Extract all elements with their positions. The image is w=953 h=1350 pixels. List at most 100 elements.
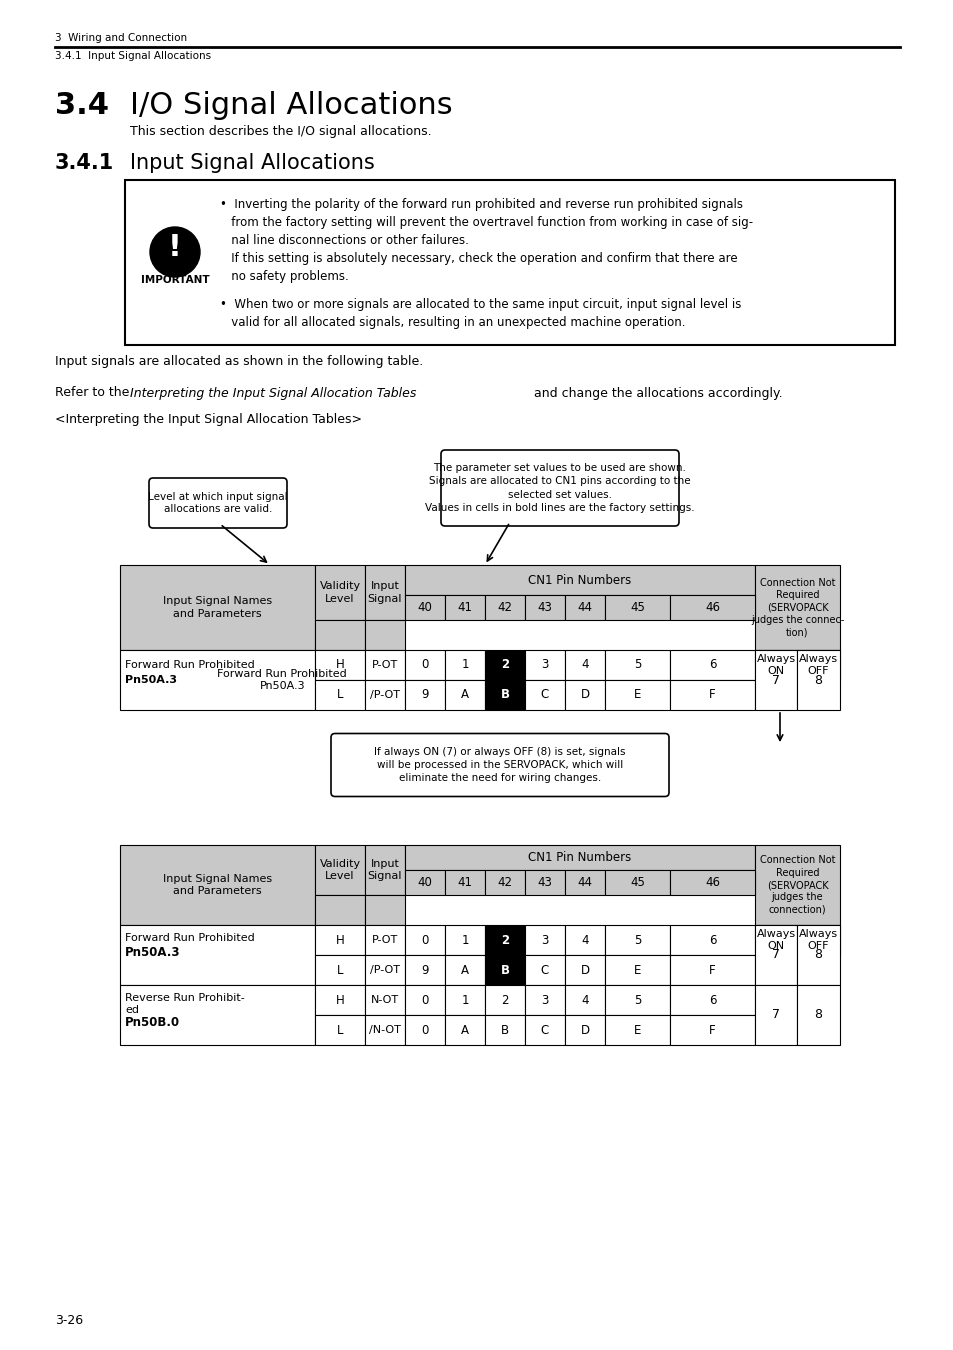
Text: 9: 9 — [421, 688, 428, 702]
Bar — [754, 925, 796, 954]
Text: 45: 45 — [629, 876, 644, 890]
Bar — [405, 869, 444, 895]
Text: Refer to the: Refer to the — [55, 386, 133, 400]
Text: E: E — [633, 688, 640, 702]
Text: 3.4.1: 3.4.1 — [55, 153, 114, 173]
Bar — [365, 620, 405, 649]
Text: Forward Run Prohibited
Pn50A.3: Forward Run Prohibited Pn50A.3 — [217, 670, 347, 691]
Text: H: H — [335, 994, 344, 1007]
Bar — [405, 845, 754, 869]
Text: 5: 5 — [633, 933, 640, 946]
Text: Input signals are allocated as shown in the following table.: Input signals are allocated as shown in … — [55, 355, 423, 369]
Bar — [524, 925, 564, 954]
Text: 3.4.1  Input Signal Allocations: 3.4.1 Input Signal Allocations — [55, 51, 211, 61]
Bar — [524, 1015, 564, 1045]
Text: 43: 43 — [537, 601, 552, 614]
Bar — [604, 986, 669, 1015]
Bar — [796, 649, 840, 680]
Text: CN1 Pin Numbers: CN1 Pin Numbers — [528, 574, 631, 586]
Bar — [524, 869, 564, 895]
Bar — [365, 649, 405, 680]
Bar — [484, 954, 524, 986]
Text: Input Signal Names
and Parameters: Input Signal Names and Parameters — [163, 873, 272, 896]
Bar — [444, 925, 484, 954]
Text: IMPORTANT: IMPORTANT — [140, 275, 209, 285]
Text: 7: 7 — [771, 949, 780, 961]
Bar — [405, 1015, 444, 1045]
Text: 8: 8 — [814, 674, 821, 687]
Text: Interpreting the Input Signal Allocation Tables: Interpreting the Input Signal Allocation… — [130, 386, 416, 400]
Bar — [365, 1015, 405, 1045]
Text: B: B — [500, 964, 509, 976]
Bar — [604, 680, 669, 710]
Text: A: A — [460, 964, 469, 976]
Bar — [796, 925, 840, 954]
Bar — [314, 954, 365, 986]
Bar — [669, 595, 754, 620]
Bar — [669, 1015, 754, 1045]
Text: 40: 40 — [417, 601, 432, 614]
Text: D: D — [579, 1023, 589, 1037]
Text: 41: 41 — [457, 601, 472, 614]
Text: Pn50B.0: Pn50B.0 — [125, 1017, 180, 1030]
Bar — [365, 954, 405, 986]
Text: 8: 8 — [814, 949, 821, 961]
Text: 1: 1 — [460, 659, 468, 671]
Text: 8: 8 — [814, 1008, 821, 1022]
Text: 42: 42 — [497, 876, 512, 890]
Bar — [564, 954, 604, 986]
Text: C: C — [540, 964, 549, 976]
Bar — [484, 649, 524, 680]
Bar — [120, 649, 314, 710]
Text: Always
OFF: Always OFF — [798, 655, 837, 676]
Bar — [444, 986, 484, 1015]
Bar — [484, 1015, 524, 1045]
Bar — [314, 845, 365, 895]
Bar — [669, 649, 754, 680]
Text: F: F — [708, 688, 715, 702]
Bar — [796, 649, 840, 710]
FancyBboxPatch shape — [125, 180, 894, 346]
Text: /P-OT: /P-OT — [370, 690, 399, 701]
Text: F: F — [708, 1023, 715, 1037]
Text: 3-26: 3-26 — [55, 1314, 83, 1327]
Text: 4: 4 — [580, 994, 588, 1007]
Text: The parameter set values to be used are shown.
Signals are allocated to CN1 pins: The parameter set values to be used are … — [425, 463, 694, 513]
Text: A: A — [460, 1023, 469, 1037]
Bar — [604, 869, 669, 895]
Text: 2: 2 — [500, 659, 509, 671]
Text: 44: 44 — [577, 601, 592, 614]
Text: 4: 4 — [580, 659, 588, 671]
Bar — [405, 954, 444, 986]
Bar — [365, 845, 405, 895]
Text: 1: 1 — [460, 994, 468, 1007]
Bar — [564, 595, 604, 620]
Text: /N-OT: /N-OT — [369, 1025, 400, 1035]
Text: /P-OT: /P-OT — [370, 965, 399, 975]
Bar — [444, 1015, 484, 1045]
Text: 3  Wiring and Connection: 3 Wiring and Connection — [55, 32, 187, 43]
Text: B: B — [500, 1023, 509, 1037]
Bar — [754, 649, 796, 680]
Bar — [796, 925, 840, 986]
Text: Always
ON: Always ON — [756, 929, 795, 950]
Bar — [365, 680, 405, 710]
Bar — [120, 845, 314, 925]
Bar — [484, 869, 524, 895]
Bar — [604, 954, 669, 986]
Text: Always
OFF: Always OFF — [798, 929, 837, 950]
Text: If always ON (7) or always OFF (8) is set, signals
will be processed in the SERV: If always ON (7) or always OFF (8) is se… — [374, 747, 625, 783]
Bar — [669, 869, 754, 895]
Text: Input Signal Allocations: Input Signal Allocations — [130, 153, 375, 173]
Bar — [669, 954, 754, 986]
Text: 46: 46 — [704, 876, 720, 890]
Bar — [405, 649, 444, 680]
Text: •  When two or more signals are allocated to the same input circuit, input signa: • When two or more signals are allocated… — [220, 298, 740, 329]
Text: Forward Run Prohibited: Forward Run Prohibited — [125, 933, 254, 944]
Text: 43: 43 — [537, 876, 552, 890]
Bar — [365, 566, 405, 620]
Text: 46: 46 — [704, 601, 720, 614]
Bar — [796, 986, 840, 1045]
Text: 7: 7 — [771, 1008, 780, 1022]
Bar — [314, 986, 365, 1015]
